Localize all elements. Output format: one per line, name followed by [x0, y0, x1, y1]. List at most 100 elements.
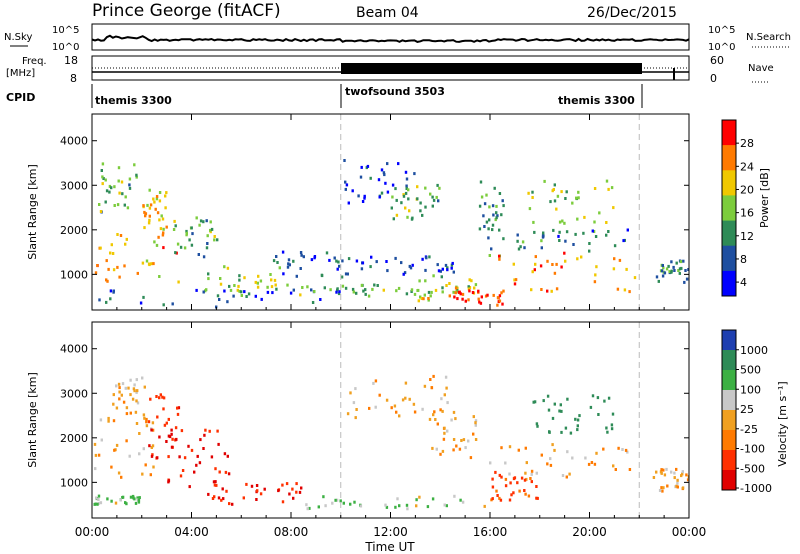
range-gate-cell: [433, 410, 436, 414]
range-gate-cell: [145, 259, 149, 263]
range-gate-cell: [404, 381, 408, 385]
range-gate-cell: [256, 285, 260, 289]
y-tick-label: 2000: [60, 224, 88, 237]
range-gate-cell: [233, 284, 236, 287]
range-gate-cell: [346, 272, 349, 276]
range-gate-cell: [426, 505, 430, 509]
power-ylabel: Slant Range [km]: [26, 164, 39, 260]
range-gate-cell: [400, 201, 403, 205]
range-gate-cell: [495, 489, 498, 493]
range-gate-cell: [173, 219, 176, 223]
range-gate-cell: [419, 295, 422, 299]
range-gate-cell: [446, 268, 449, 272]
range-gate-cell: [593, 187, 597, 190]
range-gate-cell: [158, 275, 161, 278]
range-gate-cell: [490, 247, 493, 251]
range-gate-cell: [207, 272, 210, 276]
range-gate-cell: [437, 199, 440, 203]
range-gate-cell: [592, 230, 596, 233]
range-gate-cell: [524, 471, 527, 475]
range-gate-cell: [670, 270, 673, 274]
range-gate-cell: [101, 162, 105, 166]
range-gate-cell: [464, 446, 467, 450]
range-gate-cell: [277, 489, 280, 493]
colorbar-tick-label: 500: [740, 364, 761, 377]
range-gate-cell: [541, 235, 545, 239]
range-gate-cell: [351, 287, 355, 291]
y-tick-label: 4000: [60, 343, 88, 356]
range-gate-cell: [546, 259, 549, 263]
range-gate-cell: [94, 271, 98, 275]
range-gate-cell: [143, 210, 146, 214]
range-gate-cell: [551, 443, 554, 447]
range-gate-cell: [370, 255, 373, 259]
range-gate-cell: [498, 496, 501, 500]
x-tick-label: 08:00: [274, 525, 309, 539]
range-gate-cell: [223, 265, 226, 269]
range-gate-cell: [607, 230, 610, 233]
scatter-region: [490, 469, 539, 502]
range-gate-cell: [285, 482, 289, 486]
range-gate-cell: [185, 233, 188, 237]
range-gate-cell: [441, 449, 445, 453]
range-gate-cell: [395, 289, 398, 293]
range-gate-cell: [136, 389, 139, 393]
range-gate-cell: [442, 437, 446, 441]
range-gate-cell: [576, 424, 579, 428]
power-colorbar: 28 24 20 16 12 8 4: [721, 119, 754, 297]
range-gate-cell: [257, 274, 260, 278]
range-gate-cell: [337, 292, 341, 296]
range-gate-cell: [110, 186, 113, 190]
range-gate-cell: [524, 446, 527, 450]
range-gate-cell: [99, 418, 103, 422]
range-gate-cell: [483, 202, 487, 206]
range-gate-cell: [113, 204, 116, 207]
nsky-panel: N.Sky 10^5 10^0 10^5 10^0 N.Search: [4, 23, 791, 53]
range-gate-cell: [259, 279, 263, 283]
range-gate-cell: [238, 289, 241, 293]
range-gate-cell: [289, 291, 293, 295]
velocity-colorbar: 1000 500 100 25 -25 -100 -500 -1000: [721, 329, 772, 495]
range-gate-cell: [452, 448, 455, 452]
range-gate-cell: [380, 168, 384, 172]
range-gate-cell: [516, 233, 519, 237]
range-gate-cell: [266, 285, 269, 289]
range-gate-cell: [105, 259, 108, 263]
range-gate-cell: [676, 481, 679, 485]
range-gate-cell: [662, 266, 665, 270]
range-gate-cell: [159, 227, 163, 231]
range-gate-cell: [448, 282, 451, 285]
range-gate-cell: [121, 382, 125, 386]
range-gate-cell: [158, 396, 161, 400]
range-gate-cell: [180, 429, 184, 433]
range-gate-cell: [133, 389, 136, 393]
power-heatmap: [94, 114, 689, 310]
range-gate-cell: [299, 267, 302, 270]
range-gate-cell: [106, 497, 109, 501]
range-gate-cell: [605, 233, 608, 237]
range-gate-cell: [530, 472, 533, 476]
velocity-ylabel: Slant Range [km]: [26, 372, 39, 468]
range-gate-cell: [394, 505, 397, 509]
range-gate-cell: [474, 421, 477, 425]
range-gate-cell: [170, 432, 173, 436]
power-y-ticks: 1000 2000 3000 4000: [60, 135, 689, 281]
range-gate-cell: [661, 264, 664, 267]
range-gate-cell: [408, 209, 411, 213]
range-gate-cell: [450, 263, 454, 267]
range-gate-cell: [100, 438, 103, 442]
range-gate-cell: [534, 255, 537, 259]
range-gate-cell: [335, 498, 339, 502]
range-gate-cell: [378, 195, 381, 199]
range-gate-cell: [394, 256, 397, 260]
range-gate-cell: [416, 197, 419, 201]
cpid-strip: CPID themis 3300 twofsound 3503 themis 3…: [6, 84, 643, 108]
range-gate-cell: [119, 234, 123, 237]
scatter-region: [478, 180, 505, 258]
range-gate-cell: [120, 475, 123, 479]
nsky-frame: [91, 23, 690, 51]
range-gate-cell: [165, 440, 168, 443]
range-gate-cell: [310, 288, 313, 292]
range-gate-cell: [164, 194, 167, 198]
range-gate-cell: [341, 259, 344, 263]
